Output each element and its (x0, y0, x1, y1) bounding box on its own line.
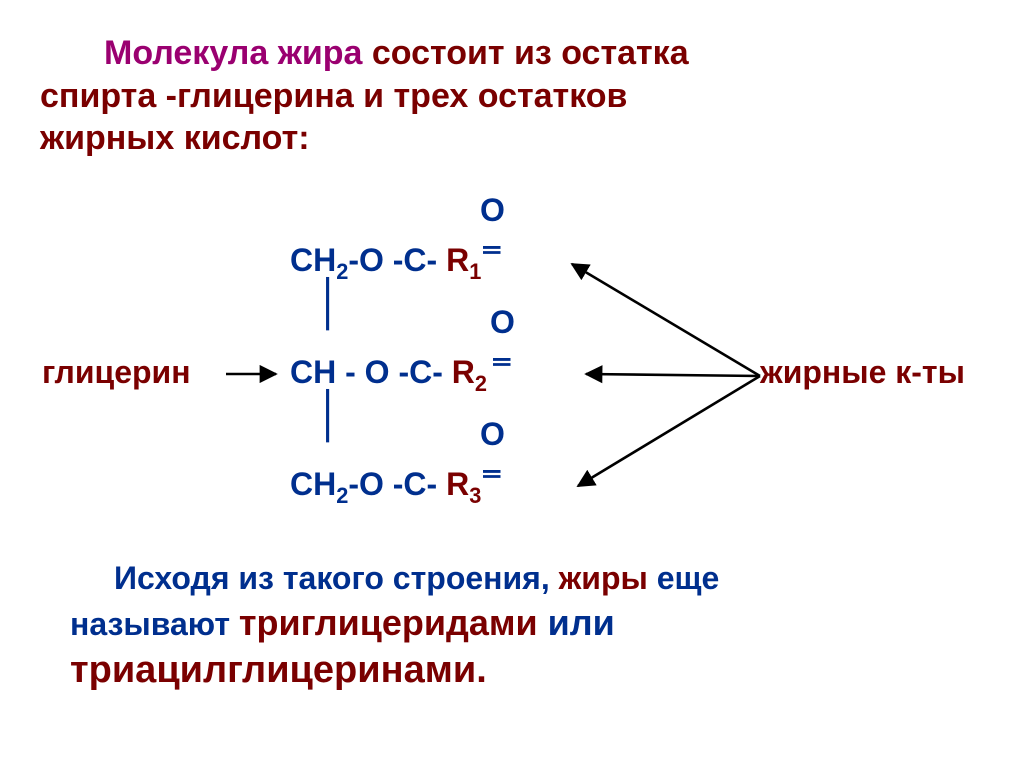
title-emphasis: Молекула жира (104, 34, 372, 72)
ch-1: CH (290, 242, 336, 278)
bottom-line-3: триацилглицеринами. (70, 646, 719, 695)
title-line-3: жирных кислот: (40, 117, 689, 160)
oxygen-1: O (480, 192, 505, 229)
bottom-2c: или (538, 602, 615, 643)
r-sub-1: 1 (469, 259, 481, 284)
ch-2: CH (290, 354, 336, 390)
bottom-1c: еще (648, 560, 719, 596)
bottom-2b: триглицеридами (239, 602, 538, 643)
fatty-acids-label: жирные к-ты (760, 354, 965, 391)
bottom-3: триацилглицеринами (70, 649, 476, 691)
dash-oc-1: -O - (348, 242, 403, 278)
oxygen-3: O (480, 416, 505, 453)
dash-r-2: - (432, 354, 452, 390)
c-3: C (403, 466, 426, 502)
dash-r-1: - (427, 242, 447, 278)
r-3: R (446, 466, 469, 502)
bottom-1b: жиры (550, 560, 648, 596)
ch-sub-3: 2 (336, 483, 348, 508)
bottom-2a: называют (70, 606, 239, 642)
r-2: R (452, 354, 475, 390)
title-line-1: Молекула жира состоит из остатка (40, 32, 689, 75)
bottom-1a: Исходя из такого строения, (114, 560, 550, 596)
title-line-2: спирта -глицерина и трех остатков (40, 75, 689, 118)
double-bond-2: ǁ (486, 356, 514, 366)
title-block: Молекула жира состоит из остатка спирта … (40, 32, 689, 160)
glycerin-label: глицерин (42, 354, 191, 391)
dash-r-3: - (427, 466, 447, 502)
bottom-dot: . (476, 649, 487, 691)
bottom-line-2: называют триглицеридами или (70, 600, 719, 647)
bottom-line-1: Исходя из такого строения, жиры еще (70, 558, 719, 600)
c-1: C (403, 242, 426, 278)
vertical-bond-2: │ (316, 390, 344, 440)
vertical-bond-1: │ (316, 278, 344, 328)
r-sub-2: 2 (475, 371, 487, 396)
page-root: Молекула жира состоит из остатка спирта … (0, 0, 1024, 767)
r-sub-3: 3 (469, 483, 481, 508)
title-rest-1: состоит из остатка (372, 34, 689, 72)
c-2: C (409, 354, 432, 390)
formula-row-3: CH2-O -C- R3 (290, 466, 481, 508)
r-1: R (446, 242, 469, 278)
ch-3: CH (290, 466, 336, 502)
dash-oc-2: - O - (336, 354, 409, 390)
bottom-text-block: Исходя из такого строения, жиры еще назы… (70, 558, 719, 696)
dash-oc-3: -O - (348, 466, 403, 502)
oxygen-2: O (490, 304, 515, 341)
